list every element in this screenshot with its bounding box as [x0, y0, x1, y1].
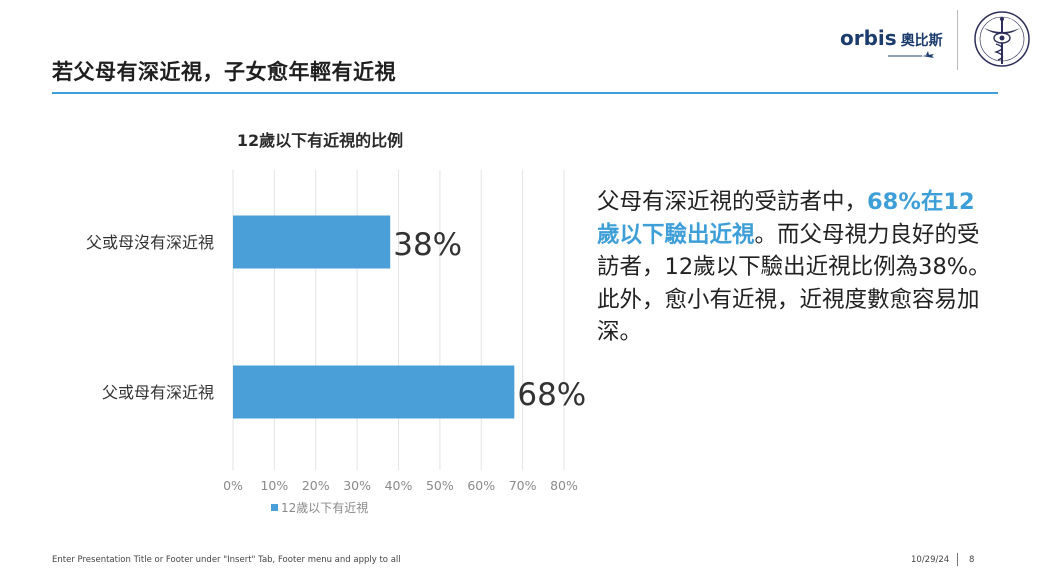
legend-swatch [271, 504, 278, 511]
data-label: 68% [517, 377, 586, 413]
x-tick-label: 50% [426, 478, 454, 493]
page-number: 8 [969, 555, 975, 565]
chart-title: 12歲以下有近視的比例 [236, 131, 404, 150]
legend-label: 12歲以下有近視 [281, 500, 368, 515]
bar [233, 215, 391, 269]
x-tick-label: 80% [550, 478, 578, 493]
header-divider [957, 10, 958, 70]
brand-cjk: 奧比斯 [900, 33, 943, 49]
slide-title: 若父母有深近視，子女愈年輕有近視 [52, 60, 396, 84]
airplane-icon [888, 51, 934, 58]
side-text-part1: 父母有深近視的受訪者中， [597, 189, 868, 215]
bar-chart: 0% 10% 20% 30% 40% 50% 60% 70% 80% 父或母沒有深近視 38% 父或母… [86, 170, 586, 515]
x-tick-label: 40% [385, 478, 413, 493]
category-label: 父或母沒有深近視 [86, 233, 214, 252]
title-rule [52, 92, 998, 94]
orbis-logo: orbis 奧比斯 [840, 26, 943, 50]
bar [233, 365, 515, 419]
side-text-highlight: 68%在12歲以下驗出近視 [597, 189, 975, 248]
category-label: 父或母有深近視 [102, 383, 214, 402]
footer-date: 10/29/24 [911, 555, 950, 565]
data-label: 38% [393, 227, 462, 263]
brand-latin: orbis [840, 26, 897, 50]
x-tick-label: 0% [223, 478, 243, 493]
x-tick-label: 70% [509, 478, 537, 493]
side-text: 父母有深近視的受訪者中，68%在12歲以下驗出近視。而父母視力良好的受訪者，12… [597, 186, 997, 349]
footer-separator [957, 553, 958, 566]
x-tick-label: 10% [260, 478, 288, 493]
side-text-part2: 。而父母視力良好的受訪者，12歲以下驗出近視比例為38%。此外，愈小有近視，近視… [597, 221, 991, 346]
caduceus-seal-icon [974, 11, 1030, 67]
footer-text: Enter Presentation Title or Footer under… [52, 555, 401, 565]
x-tick-label: 30% [343, 478, 371, 493]
x-tick-label: 20% [302, 478, 330, 493]
x-tick-label: 60% [467, 478, 495, 493]
